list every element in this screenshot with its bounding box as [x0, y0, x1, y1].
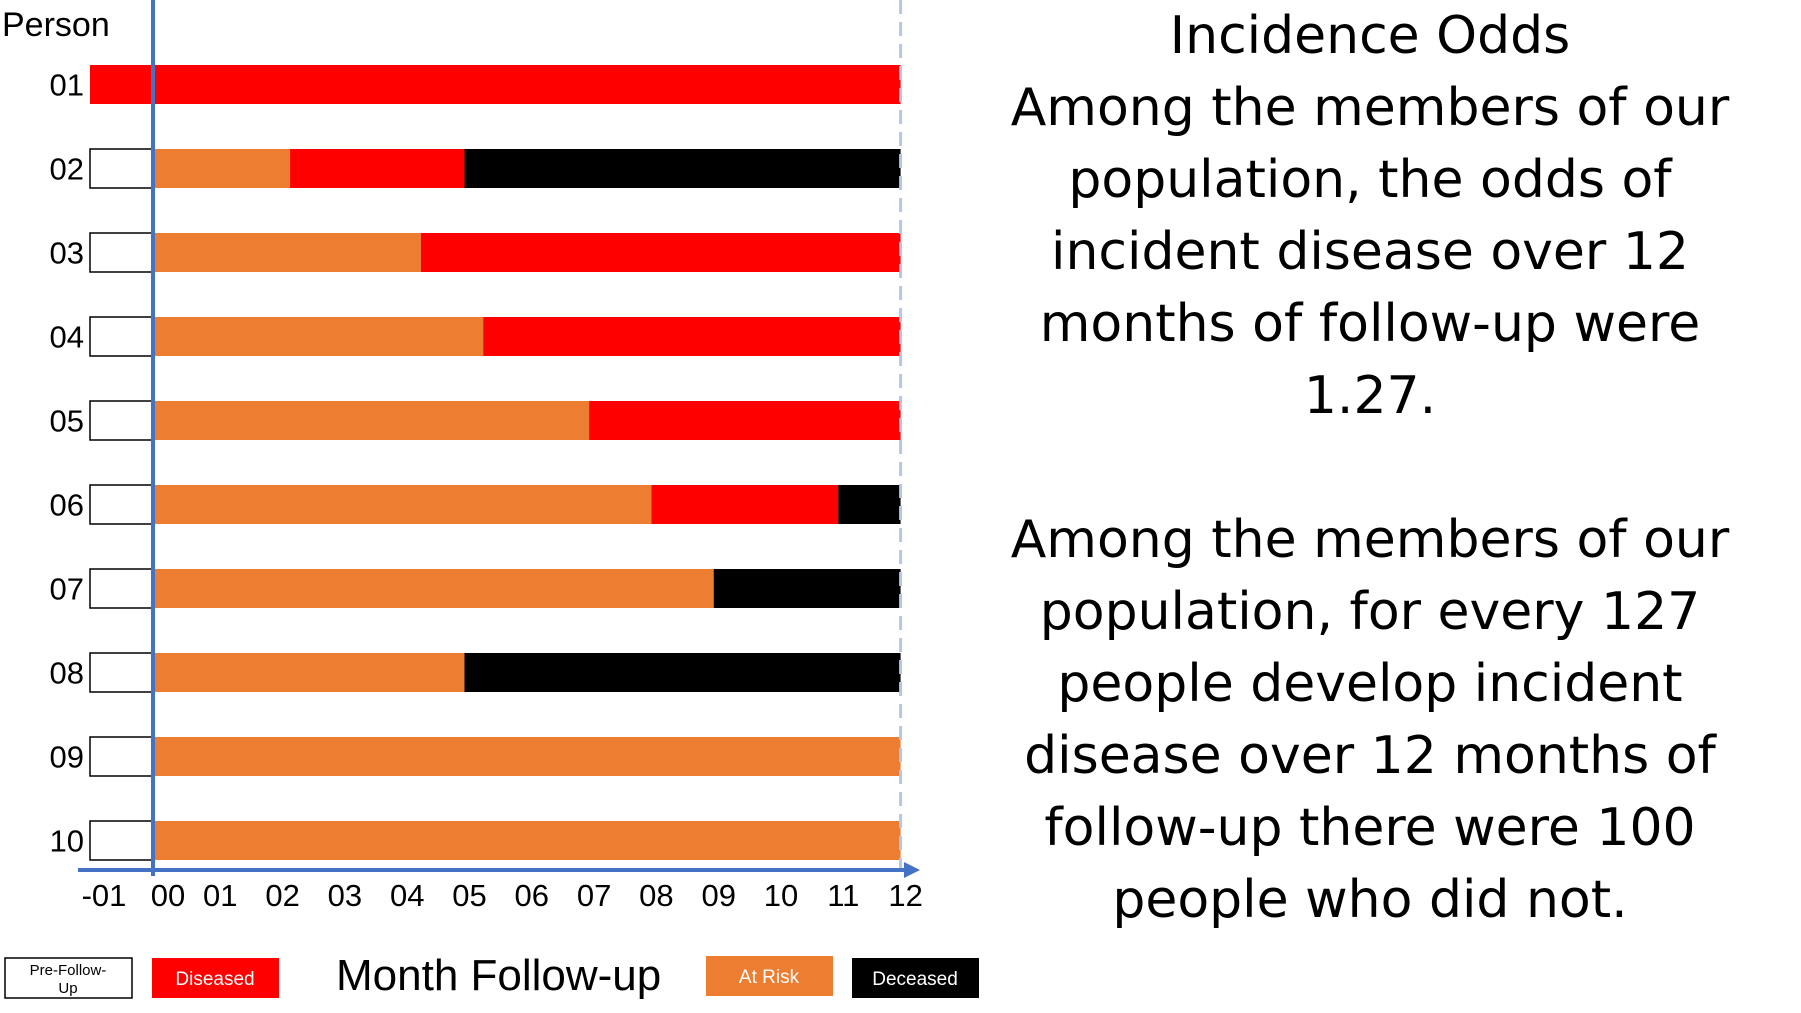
bar-segment-diseased-person-02	[290, 149, 465, 188]
bar-segment-deceased-person-06	[838, 485, 901, 524]
y-tick-label: 10	[50, 824, 84, 859]
x-tick-label: -01	[82, 878, 127, 913]
bar-segment-atrisk-person-02	[153, 149, 291, 188]
x-tick-label: 00	[151, 878, 185, 913]
explanation-paragraph-2: Among the members of our population, for…	[1010, 510, 1730, 930]
bar-segment-pre-person-02	[89, 148, 154, 189]
legend-label-diseased: Diseased	[175, 969, 254, 990]
x-tick-label: 09	[701, 878, 735, 913]
bar-segment-pre-person-03	[89, 232, 154, 273]
bar-segment-diseased-person-03	[420, 233, 901, 272]
x-tick-label: 04	[390, 878, 424, 913]
explanation-title: Incidence Odds	[1169, 6, 1571, 66]
x-tick-label: 08	[639, 878, 673, 913]
bar-segment-diseased-person-01	[90, 65, 901, 104]
x-tick-label: 10	[764, 878, 798, 913]
explanation-paragraph-1: Among the members of our population, the…	[1010, 78, 1730, 426]
legend-label-pre: Pre-Follow-Up	[30, 962, 107, 997]
bar-segment-pre-person-07	[89, 568, 154, 609]
y-tick-labels: 01 02 03 04 05 06 07 08 09 10	[50, 68, 84, 859]
bar-segment-atrisk-person-08	[153, 653, 465, 692]
bar-segment-atrisk-person-06	[153, 485, 652, 524]
y-tick-label: 09	[50, 740, 84, 775]
y-tick-label: 04	[50, 320, 84, 355]
bar-segment-deceased-person-08	[464, 653, 901, 692]
y-tick-label: 03	[50, 236, 84, 271]
bar-segment-diseased-person-05	[589, 401, 901, 440]
legend: Pre-Follow-Up Diseased At Risk Deceased	[4, 956, 979, 999]
bar-segment-atrisk-person-04	[153, 317, 484, 356]
explanation-panel: Incidence Odds Among the members of our …	[1010, 0, 1730, 936]
x-tick-label: 05	[452, 878, 486, 913]
bar-segment-pre-person-08	[89, 652, 154, 693]
legend-label-atrisk: At Risk	[739, 967, 800, 988]
y-axis-title: Person	[2, 6, 110, 44]
x-axis-arrow	[904, 862, 920, 878]
bar-segment-pre-person-04	[89, 316, 154, 357]
bar-segment-pre-person-10	[89, 820, 154, 861]
legend-swatch-deceased	[852, 958, 979, 998]
x-tick-label: 02	[265, 878, 299, 913]
bar-segment-diseased-person-06	[651, 485, 839, 524]
x-tick-labels: -01 00 01 02 03 04 05 06 07 08 09 10 11 12	[82, 878, 923, 913]
y-tick-label: 07	[50, 572, 84, 607]
x-tick-label: 06	[515, 878, 549, 913]
legend-swatch-diseased	[152, 958, 279, 998]
bar-segment-pre-person-09	[89, 736, 154, 777]
y-tick-label: 02	[50, 152, 84, 187]
bar-segment-deceased-person-07	[713, 569, 901, 608]
y-tick-label: 05	[50, 404, 84, 439]
x-tick-label: 01	[203, 878, 237, 913]
follow-up-chart: -01 00 01 02 03 04 05 06 07 08 09 10 11 12 01 02 03 04 05…	[2, 0, 979, 1000]
bar-segment-pre-person-05	[89, 400, 154, 441]
x-tick-label: 03	[328, 878, 362, 913]
x-axis-title: Month Follow-up	[336, 951, 661, 1000]
x-tick-label: 12	[888, 878, 922, 913]
legend-swatch-pre	[4, 957, 133, 999]
x-tick-label: 11	[827, 878, 859, 913]
bar-segment-atrisk-person-05	[153, 401, 590, 440]
y-tick-label: 06	[50, 488, 84, 523]
bar-segment-atrisk-person-07	[153, 569, 714, 608]
y-tick-label: 01	[50, 68, 84, 103]
bars-layer	[89, 65, 901, 861]
axes-layer	[78, 0, 920, 878]
bar-segment-diseased-person-04	[483, 317, 901, 356]
bar-segment-deceased-person-02	[464, 149, 901, 188]
x-tick-label: 07	[577, 878, 611, 913]
bar-segment-atrisk-person-09	[153, 737, 901, 776]
bar-segment-atrisk-person-10	[153, 821, 901, 860]
bar-segment-pre-person-06	[89, 484, 154, 525]
legend-swatch-atrisk	[706, 956, 833, 996]
y-tick-label: 08	[50, 656, 84, 691]
legend-label-deceased: Deceased	[872, 969, 958, 990]
bar-segment-atrisk-person-03	[153, 233, 421, 272]
